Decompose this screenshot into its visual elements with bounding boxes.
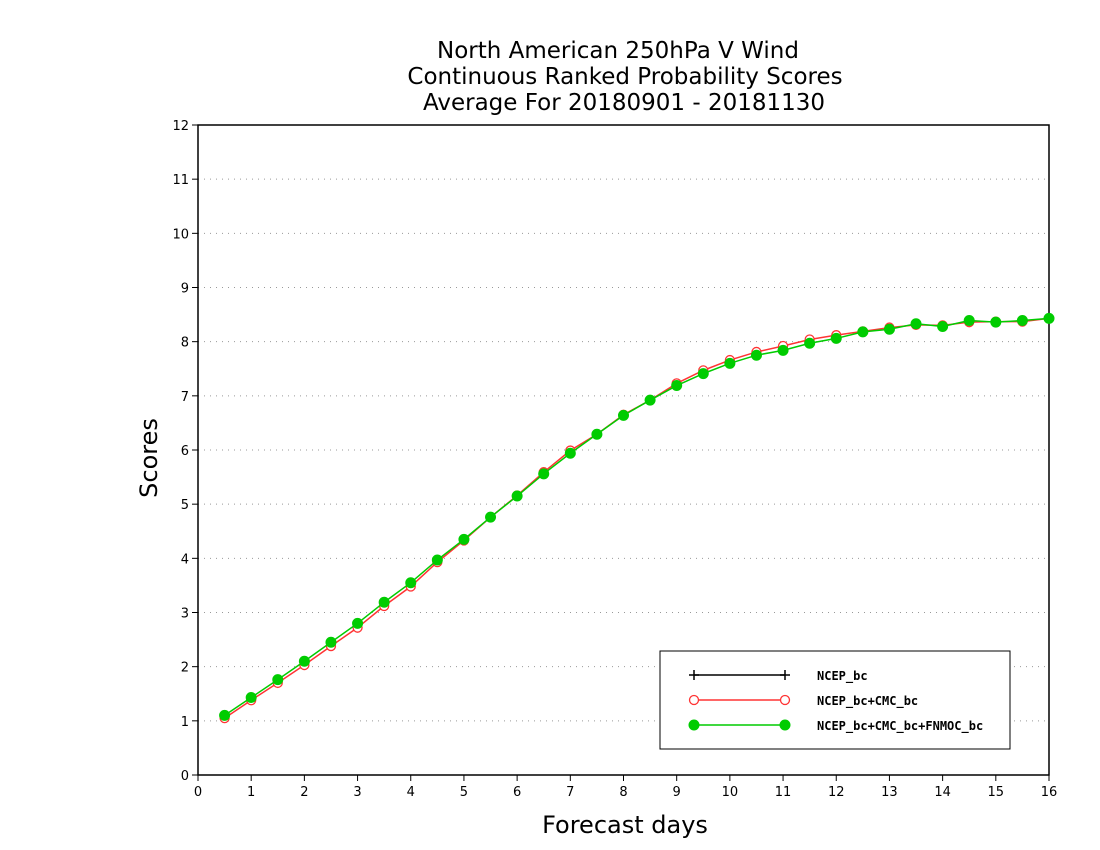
y-tick-label: 9 [181,282,189,297]
series-layer [219,312,1055,724]
data-point [272,674,284,686]
x-tick-label: 1 [247,785,255,800]
legend-marker [779,719,791,731]
x-tick-label: 14 [934,785,951,800]
data-point [458,533,470,545]
y-tick-label: 0 [181,769,189,784]
data-point [963,315,975,327]
data-point [511,490,523,502]
y-tick-label: 5 [181,498,189,513]
legend-label: NCEP_bc+CMC_bc+FNMOC_bc [817,719,983,734]
legend-label: NCEP_bc [817,669,868,684]
data-point [325,636,337,648]
data-point [405,577,417,589]
data-point [219,709,231,721]
data-point [538,468,550,480]
data-point [724,357,736,369]
chart-title-line-2: Continuous Ranked Probability Scores [407,64,842,90]
data-point [697,368,709,380]
y-tick-label: 8 [181,336,189,351]
y-tick-label: 4 [181,552,189,567]
series-2 [219,312,1055,721]
y-tick-label: 1 [181,715,189,730]
legend-item: NCEP_bc+CMC_bc+FNMOC_bc [688,719,983,734]
data-point [352,617,364,629]
y-tick-label: 3 [181,607,189,622]
x-tick-label: 11 [775,785,792,800]
y-tick-label: 12 [172,119,189,134]
legend-item: NCEP_bc+CMC_bc [688,694,918,709]
data-point [431,554,443,566]
legend-marker [780,670,790,680]
legend-marker [689,670,699,680]
y-tick-label: 2 [181,661,189,676]
legend-label: NCEP_bc+CMC_bc [817,694,918,709]
data-point [671,380,683,392]
data-point [245,692,257,704]
y-tick-label: 7 [181,390,189,405]
legend-items: NCEP_bc NCEP_bc+CMC_bc NCEP_bc+CMC_bc+FNMO… [688,669,983,734]
data-point [1043,312,1055,324]
x-tick-label: 4 [407,785,415,800]
plot-frame [197,124,1050,776]
data-point [804,337,816,349]
x-axis-label: Forecast days [542,811,708,839]
y-axis-label: Scores [135,418,163,498]
chart-title-line-3: Average For 20180901 - 20181130 [423,90,825,116]
x-tick-label: 5 [460,785,468,800]
data-point [857,326,869,338]
data-point [644,394,656,406]
legend-marker [779,694,791,706]
x-tick-label: 0 [194,785,202,800]
data-point [777,344,789,356]
chart-title-line-1: North American 250hPa V Wind [437,38,799,64]
x-tick-label: 9 [673,785,681,800]
data-point [485,511,497,523]
legend-marker [688,694,700,706]
data-point [990,316,1002,328]
legend-item: NCEP_bc [689,669,868,684]
x-tick-label: 15 [988,785,1005,800]
x-tick-label: 7 [566,785,574,800]
x-tick-label: 6 [513,785,521,800]
x-tick-label: 8 [619,785,627,800]
x-tick-label: 2 [300,785,308,800]
grid-layer [198,178,1049,722]
x-tick-label: 12 [828,785,845,800]
y-tick-label: 6 [181,444,189,459]
data-point [883,323,895,335]
data-point [910,318,922,330]
x-tick-label: 10 [722,785,739,800]
x-tick-label: 13 [881,785,898,800]
legend-marker [688,719,700,731]
data-point [937,321,949,332]
y-tick-label: 10 [172,227,189,242]
data-point [1016,315,1028,327]
x-tick-label: 16 [1041,785,1058,800]
x-tick-label: 3 [353,785,361,800]
data-point [750,349,762,361]
data-point [378,596,390,608]
legend: NCEP_bc NCEP_bc+CMC_bc NCEP_bc+CMC_bc+FNMO… [659,650,1011,750]
data-point [591,428,603,440]
y-tick-label: 11 [172,173,189,188]
data-point [830,332,842,344]
data-point [618,409,629,421]
data-point [298,655,310,667]
data-point [564,447,576,459]
